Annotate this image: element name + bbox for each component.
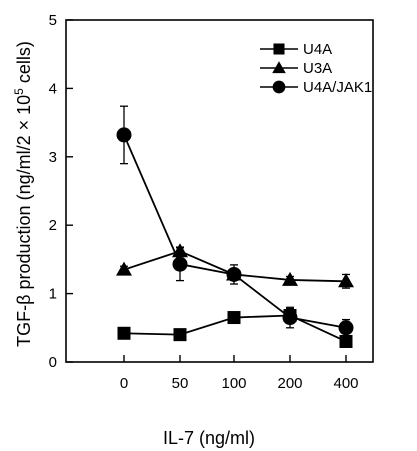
y-tick-label: 5 <box>49 12 57 29</box>
y-tick-label: 2 <box>49 217 57 234</box>
y-axis-title-suffix: cells) <box>14 41 34 88</box>
x-axis: 0 50 100 200 400 <box>120 355 359 392</box>
legend-label: U4A/JAK1 <box>303 79 372 96</box>
data-point-u3a <box>116 261 132 276</box>
legend-marker <box>272 61 286 74</box>
series-u4a <box>117 307 353 348</box>
data-point-u4a <box>227 311 241 325</box>
data-point-u4a <box>173 328 187 342</box>
y-axis-title: TGF-β production (ng/ml/2 × 105 cells) <box>12 41 34 347</box>
x-tick-label: 50 <box>172 375 189 392</box>
y-tick-label: 4 <box>49 80 57 97</box>
y-axis-title-prefix: TGF-β production (ng/ml/2 × 10 <box>14 95 34 347</box>
legend: U4A U3A U4A/JAK1 <box>260 41 372 96</box>
data-point-u4a-jak1 <box>172 256 188 272</box>
data-point-u4a-jak1 <box>116 127 132 143</box>
y-tick-label: 0 <box>49 354 57 371</box>
plot-frame <box>65 19 374 363</box>
series-line-u4a-jak1 <box>123 134 347 329</box>
data-point-u4a <box>339 334 353 348</box>
legend-marker <box>273 43 285 55</box>
y-tick-label: 3 <box>49 149 57 166</box>
y-tick-label: 1 <box>49 286 57 303</box>
legend-item-u4a-jak1: U4A/JAK1 <box>260 79 372 96</box>
data-point-u3a <box>338 273 354 288</box>
data-point-u4a <box>117 326 131 340</box>
plot-area <box>65 19 374 363</box>
x-tick-label: 400 <box>333 375 358 392</box>
y-axis: 0 1 2 3 4 5 <box>49 12 73 371</box>
data-point-u4a-jak1 <box>226 266 242 282</box>
x-axis-title: IL-7 (ng/ml) <box>163 428 255 448</box>
legend-label: U4A <box>303 41 332 58</box>
x-tick-label: 0 <box>120 375 128 392</box>
legend-item-u4a: U4A <box>260 41 332 58</box>
legend-item-u3a: U3A <box>260 60 332 77</box>
x-tick-label: 200 <box>277 375 302 392</box>
data-point-u3a <box>282 271 298 286</box>
legend-label: U3A <box>303 60 332 77</box>
legend-marker <box>272 80 286 94</box>
x-tick-label: 100 <box>221 375 246 392</box>
series-layer <box>116 105 354 348</box>
series-u4a-jak1 <box>116 105 354 337</box>
data-point-u4a-jak1 <box>282 310 298 326</box>
y-axis-title-superscript: 5 <box>12 88 26 95</box>
data-point-u4a-jak1 <box>338 320 354 336</box>
